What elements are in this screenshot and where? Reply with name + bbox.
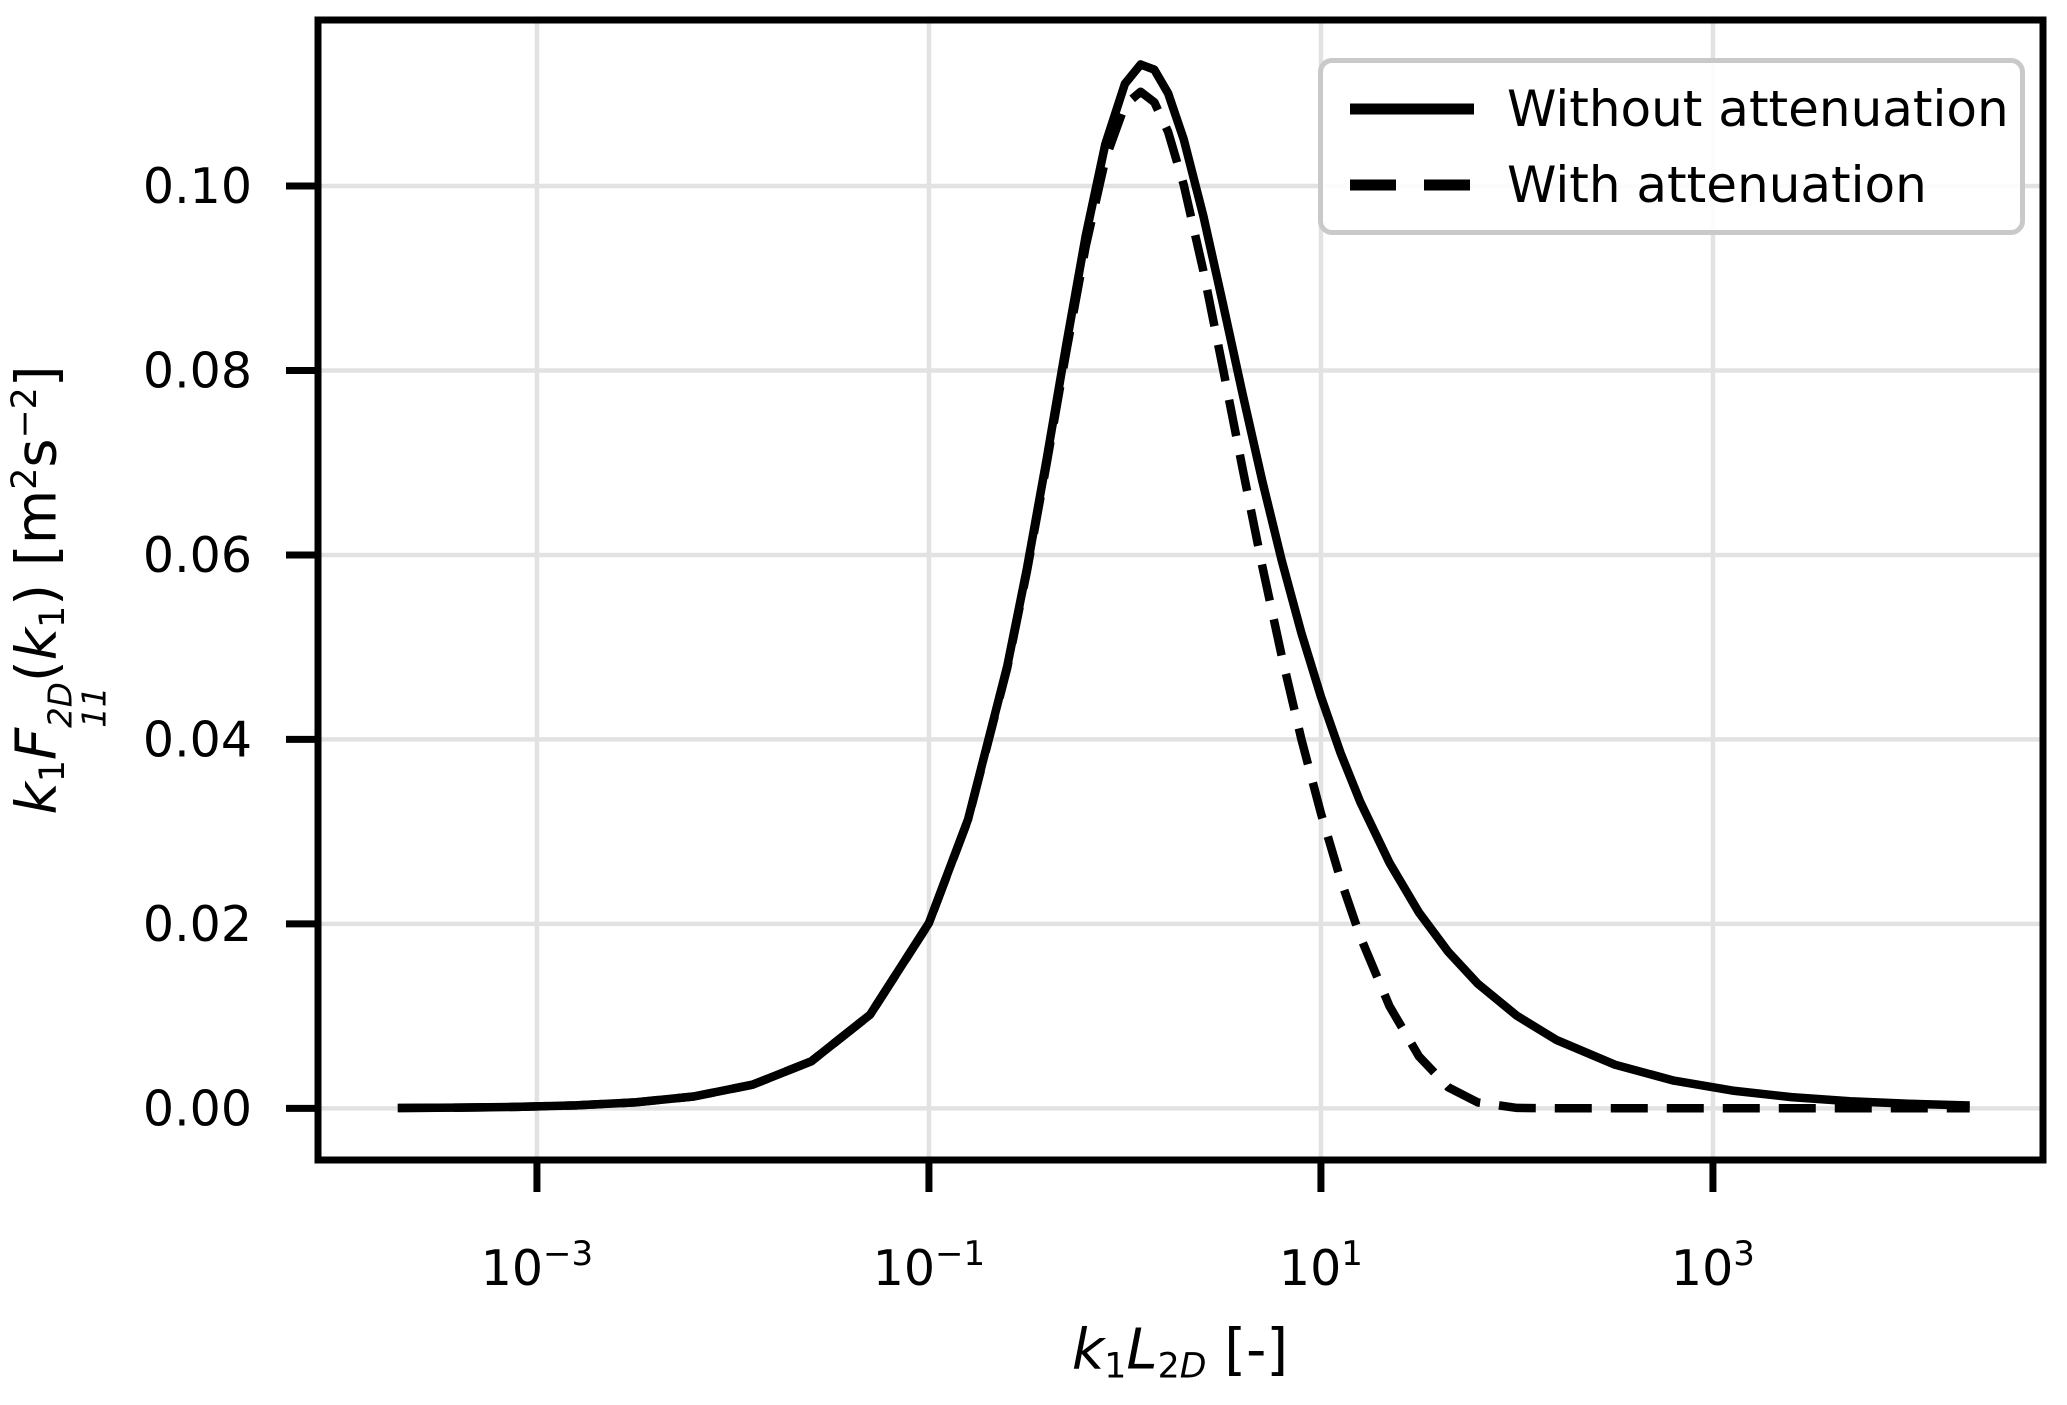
- y-tick-label: 0.06: [143, 527, 252, 584]
- x-tick-label: 101: [1279, 1234, 1363, 1297]
- dashed-line-sample-icon: [1350, 179, 1474, 190]
- series-curves: [397, 60, 1970, 1113]
- curve-dashed: [397, 87, 1970, 1113]
- y-tick-label: 0.04: [143, 711, 252, 768]
- y-tick-label: 0.08: [143, 342, 252, 399]
- y-tick-label: 0.10: [143, 158, 252, 215]
- x-tick-label: 10−1: [873, 1234, 985, 1297]
- legend: Without attenuation With attenuation: [1318, 58, 2025, 235]
- ticks: 10−3 10−1 101 103 0.00 0.02 0.04 0.06 0.08 0.10: [143, 158, 1755, 1297]
- x-tick-label: 103: [1671, 1234, 1755, 1297]
- axes-spines: [314, 16, 2047, 1164]
- curve-solid: [397, 60, 1970, 1113]
- y-axis-label: k1F 2D 11 (k1) [m2s−2]: [4, 365, 114, 815]
- legend-label: With attenuation: [1507, 155, 1927, 214]
- x-tick-label: 10−3: [481, 1234, 593, 1297]
- y-tick-label: 0.00: [143, 1080, 252, 1137]
- legend-entry-with-attenuation: With attenuation: [1347, 154, 2010, 216]
- legend-entry-without-attenuation: Without attenuation: [1347, 78, 2010, 140]
- legend-label: Without attenuation: [1507, 79, 2009, 138]
- y-tick-label: 0.02: [143, 896, 252, 953]
- solid-line-sample-icon: [1350, 103, 1474, 114]
- x-axis-label: k1L2D [-]: [1071, 1317, 1289, 1387]
